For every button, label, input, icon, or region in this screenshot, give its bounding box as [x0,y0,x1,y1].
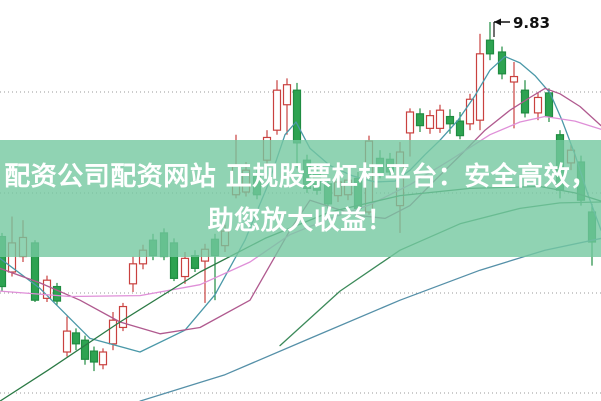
candle-down [485,39,495,55]
candle-up [405,111,415,134]
candle-down [445,115,455,125]
candle-up [180,257,190,278]
candle-up [533,96,543,114]
price-marker-value: 9.83 [513,14,550,32]
candle-down [190,255,200,269]
candle-up [465,98,475,125]
candle-down [415,113,425,127]
promo-banner-line1: 配资公司配资网站 正规股票杠杆平台：安全高效， [4,161,597,192]
promo-banner-line2: 助您放大收益！ [207,205,394,236]
candle-up [98,351,108,366]
candle-up [435,109,445,129]
candle-up [128,263,138,285]
candle-up [62,330,72,353]
candle-up [118,305,128,329]
candle-down [80,339,90,360]
candle-down [292,89,302,144]
candle-up [42,279,52,299]
promo-banner-overlay: 配资公司配资网站 正规股票杠杆平台：安全高效， 助您放大收益！ [0,140,601,257]
candle-up [282,84,292,106]
ma-slow-steelblue [139,237,601,401]
candle-down [497,51,507,75]
candle-up [272,89,282,131]
candle-up [108,319,118,345]
price-marker-arrowhead [494,18,501,26]
candle-down [89,350,99,363]
candle-up [509,75,519,83]
candle-down [52,285,62,302]
candle-down [520,89,530,114]
candle-up [425,115,435,129]
candle-down [455,120,465,137]
candle-down [71,332,81,345]
